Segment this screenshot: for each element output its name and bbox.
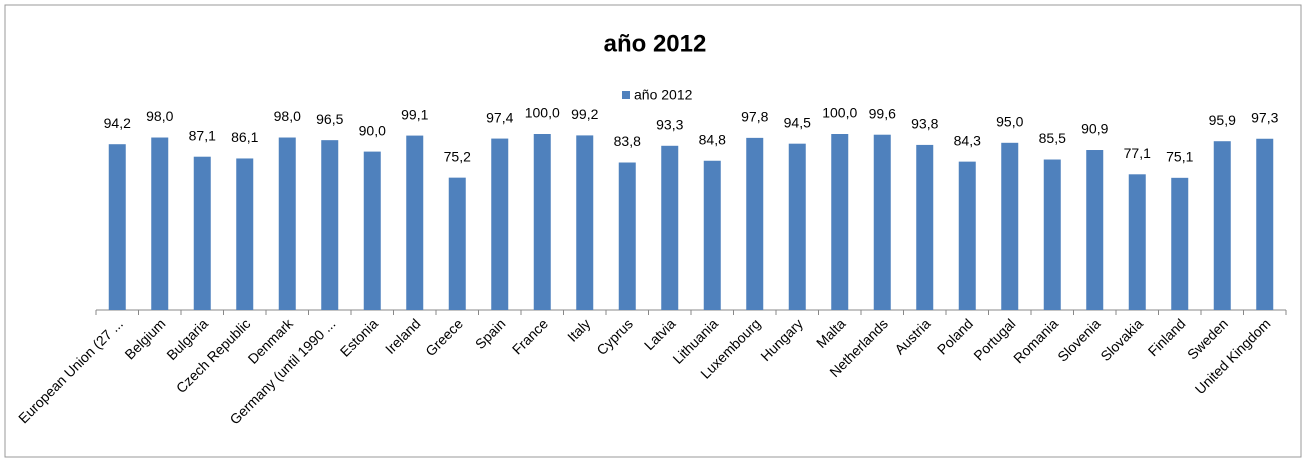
data-label: 90,9	[1081, 121, 1108, 137]
data-label: 77,1	[1124, 145, 1151, 161]
data-label: 94,5	[784, 114, 811, 130]
data-label: 98,0	[146, 108, 173, 124]
data-label: 86,1	[231, 129, 258, 145]
bar	[1086, 150, 1104, 310]
data-label: 96,5	[316, 111, 343, 127]
data-label: 99,6	[869, 105, 896, 121]
bar	[1171, 177, 1189, 310]
data-label: 95,0	[996, 114, 1023, 130]
bar	[278, 137, 296, 310]
data-label: 97,3	[1251, 109, 1278, 125]
bar	[1213, 141, 1231, 310]
data-label: 83,8	[614, 133, 641, 149]
bar	[151, 137, 169, 310]
bar	[831, 134, 849, 310]
data-label: 97,8	[741, 109, 768, 125]
bar	[1001, 142, 1019, 310]
bar	[108, 144, 126, 310]
bar	[1043, 159, 1061, 310]
bar	[1256, 138, 1274, 310]
data-label: 85,5	[1039, 130, 1066, 146]
bar	[533, 134, 551, 310]
data-label: 93,8	[911, 116, 938, 132]
data-label: 99,2	[571, 106, 598, 122]
bar	[321, 140, 339, 310]
bar	[788, 143, 806, 310]
data-label: 94,2	[104, 115, 131, 131]
data-label: 97,4	[486, 109, 513, 125]
legend-swatch	[622, 91, 630, 99]
bar	[958, 161, 976, 310]
bar	[618, 162, 636, 310]
bar	[236, 158, 254, 310]
data-label: 84,8	[699, 131, 726, 147]
bar	[916, 144, 934, 310]
chart-title: año 2012	[604, 30, 707, 57]
data-label: 99,1	[401, 106, 428, 122]
bar	[703, 160, 721, 310]
bar	[661, 145, 679, 310]
legend-label: año 2012	[634, 87, 693, 103]
chart-frame	[4, 4, 1302, 458]
data-label: 95,9	[1209, 112, 1236, 128]
data-label: 84,3	[954, 132, 981, 148]
data-label: 75,2	[444, 148, 471, 164]
bar	[406, 135, 424, 310]
data-label: 87,1	[189, 127, 216, 143]
data-label: 100,0	[525, 105, 560, 121]
data-label: 93,3	[656, 116, 683, 132]
bar	[746, 137, 764, 310]
data-label: 90,0	[359, 122, 386, 138]
bar	[448, 177, 466, 310]
data-label: 75,1	[1166, 149, 1193, 165]
data-label: 100,0	[822, 105, 857, 121]
bar	[576, 135, 594, 310]
bar	[363, 151, 381, 310]
bar	[873, 134, 891, 310]
bar	[1128, 174, 1146, 310]
bar	[193, 156, 211, 310]
bar	[491, 138, 509, 310]
data-label: 98,0	[274, 108, 301, 124]
